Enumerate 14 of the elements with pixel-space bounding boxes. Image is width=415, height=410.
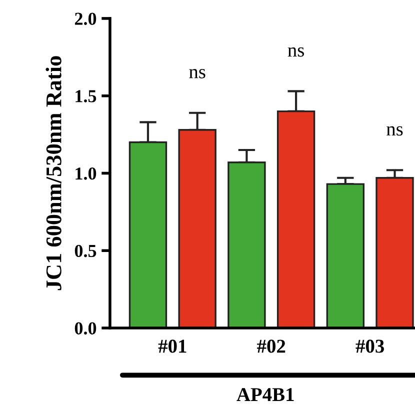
annotation: ns xyxy=(189,69,206,78)
annotation: ns xyxy=(386,126,403,136)
x-tick-label: #03 xyxy=(356,340,384,353)
annotation: ns xyxy=(288,47,304,57)
y-tick-label: 1.0 xyxy=(76,167,96,180)
x-axis-title: AP4B1 xyxy=(236,388,294,401)
y-axis-title: JC1 600nm/530nm Ratio xyxy=(46,56,62,290)
y-tick-label: 1.5 xyxy=(76,90,96,102)
y-tick-label: 0.0 xyxy=(74,322,96,335)
y-tick-label: 0.5 xyxy=(74,244,96,258)
y-tick-label: 2.0 xyxy=(74,12,96,25)
x-tick-label: #01 xyxy=(158,340,186,353)
x-tick-label: #02 xyxy=(257,340,286,353)
bar xyxy=(326,183,365,328)
